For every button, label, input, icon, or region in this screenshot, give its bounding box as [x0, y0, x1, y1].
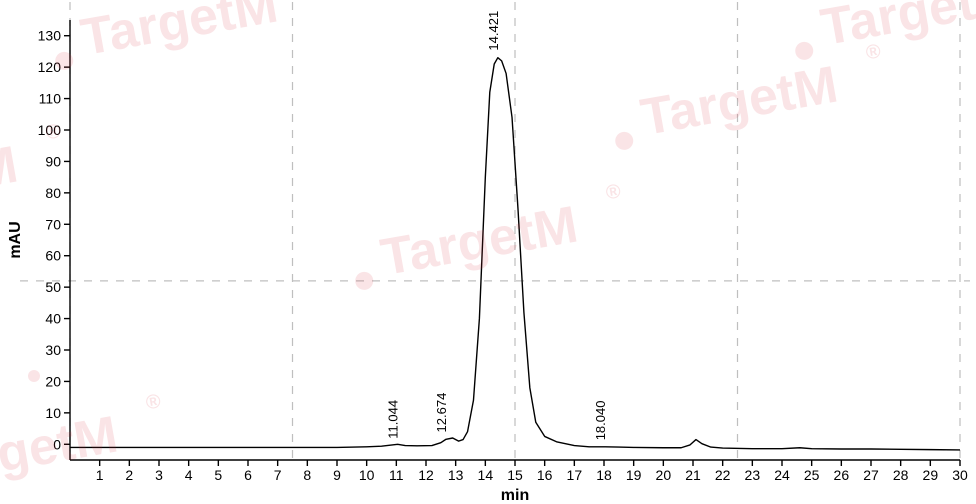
- y-tick-label: 70: [45, 216, 61, 232]
- peak-label: 11.044: [386, 400, 401, 439]
- y-tick-label: 30: [45, 342, 61, 358]
- y-tick-label: 90: [45, 153, 61, 169]
- x-tick-label: 10: [359, 467, 375, 483]
- x-tick-label: 1: [96, 467, 104, 483]
- x-tick-label: 3: [155, 467, 163, 483]
- y-tick-label: 120: [38, 59, 62, 75]
- x-tick-label: 11: [389, 467, 404, 483]
- x-tick-label: 25: [804, 467, 820, 483]
- x-tick-label: 7: [274, 467, 282, 483]
- x-tick-label: 20: [656, 467, 672, 483]
- x-tick-label: 30: [952, 467, 968, 483]
- x-tick-label: 22: [715, 467, 731, 483]
- y-tick-label: 0: [53, 436, 61, 452]
- peak-label: 14.421: [486, 11, 501, 51]
- x-tick-label: 28: [893, 467, 909, 483]
- y-axis-label: mAU: [7, 221, 24, 258]
- x-tick-label: 9: [333, 467, 341, 483]
- y-tick-label: 20: [45, 373, 61, 389]
- chromatogram-container: 0102030405060708090100110120130123456789…: [0, 0, 976, 504]
- x-tick-label: 4: [185, 467, 193, 483]
- y-tick-label: 100: [38, 122, 62, 138]
- x-tick-label: 15: [507, 467, 523, 483]
- y-tick-label: 80: [45, 185, 61, 201]
- x-tick-label: 27: [863, 467, 879, 483]
- x-tick-label: 6: [244, 467, 252, 483]
- y-tick-label: 50: [45, 279, 61, 295]
- x-tick-label: 21: [685, 467, 701, 483]
- y-tick-label: 130: [38, 28, 62, 44]
- x-tick-label: 19: [626, 467, 642, 483]
- x-tick-label: 16: [537, 467, 553, 483]
- x-tick-label: 18: [596, 467, 612, 483]
- y-tick-label: 10: [45, 405, 61, 421]
- y-tick-label: 60: [45, 248, 61, 264]
- chromatogram-svg: 0102030405060708090100110120130123456789…: [0, 0, 976, 504]
- peak-label: 18.040: [593, 401, 608, 441]
- x-tick-label: 14: [478, 467, 494, 483]
- x-tick-label: 5: [214, 467, 222, 483]
- x-tick-label: 29: [923, 467, 939, 483]
- x-tick-label: 24: [774, 467, 790, 483]
- x-tick-label: 2: [125, 467, 133, 483]
- x-tick-label: 17: [567, 467, 583, 483]
- x-tick-label: 23: [745, 467, 761, 483]
- x-tick-label: 12: [418, 467, 434, 483]
- x-tick-label: 13: [448, 467, 464, 483]
- x-axis-label: min: [501, 487, 529, 504]
- x-tick-label: 26: [834, 467, 850, 483]
- x-tick-label: 8: [303, 467, 311, 483]
- y-tick-label: 110: [39, 91, 62, 107]
- peak-label: 12.674: [434, 393, 449, 433]
- y-tick-label: 40: [45, 311, 61, 327]
